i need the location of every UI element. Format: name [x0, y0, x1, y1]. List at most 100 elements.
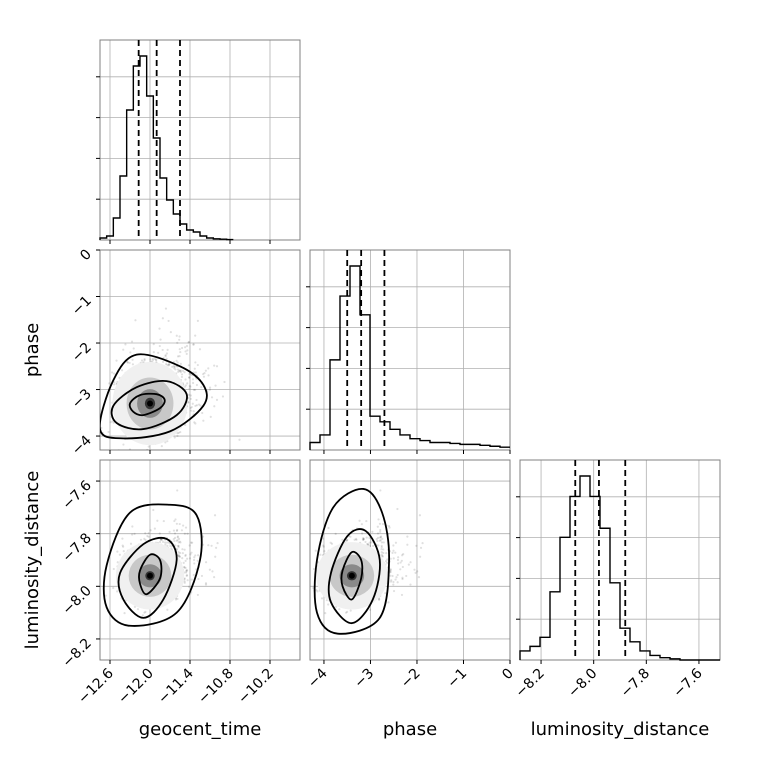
sample-point: [158, 532, 161, 535]
sample-point: [152, 350, 155, 354]
sample-point: [126, 361, 129, 364]
sample-point: [381, 555, 384, 558]
sample-point: [147, 445, 150, 448]
sample-point: [166, 608, 169, 611]
sample-point: [199, 404, 202, 407]
sample-point: [209, 415, 212, 419]
sample-point: [372, 544, 375, 548]
sample-point: [322, 544, 325, 547]
sample-point: [392, 544, 395, 547]
sample-point: [176, 539, 179, 542]
sample-point: [196, 319, 199, 322]
sample-point: [124, 343, 127, 346]
sample-point: [389, 569, 392, 572]
sample-point: [155, 358, 158, 361]
sample-point: [376, 539, 379, 543]
sample-point: [176, 434, 179, 438]
sample-point: [117, 449, 120, 450]
sample-point: [368, 541, 371, 544]
sample-point: [204, 582, 208, 585]
sample-point: [173, 367, 176, 370]
sample-point: [132, 347, 135, 350]
sample-point: [179, 350, 182, 354]
sample-point: [178, 338, 181, 341]
sample-point: [165, 357, 168, 360]
sample-point: [322, 545, 325, 548]
sample-point: [185, 574, 189, 577]
sample-point: [377, 518, 380, 521]
sample-point: [123, 612, 126, 615]
sample-point: [130, 340, 134, 343]
x-tick-label: −7.8: [618, 666, 653, 701]
sample-point: [173, 365, 176, 368]
sample-point: [365, 519, 368, 523]
sample-point: [182, 561, 185, 565]
sample-point: [179, 369, 183, 372]
sample-point: [175, 529, 179, 532]
sample-point: [179, 430, 182, 434]
sample-point: [180, 529, 184, 532]
sample-point: [170, 547, 173, 550]
sample-point: [184, 346, 187, 349]
sample-point: [379, 539, 382, 542]
sample-point: [380, 553, 383, 556]
sample-point: [129, 542, 133, 545]
sample-point: [402, 553, 405, 556]
sample-point: [204, 561, 208, 564]
sample-point: [161, 538, 164, 541]
sample-point: [379, 530, 382, 533]
sample-point: [197, 577, 200, 581]
contour-1: [340, 550, 364, 601]
sample-point: [320, 597, 324, 600]
sample-point: [192, 573, 195, 577]
sample-point: [187, 341, 190, 344]
sample-point: [143, 611, 146, 614]
sample-point: [203, 371, 206, 375]
sample-point: [353, 538, 356, 541]
sample-point: [173, 436, 176, 439]
sample-point: [122, 550, 125, 553]
sample-point: [194, 334, 197, 337]
sample-point: [392, 549, 395, 552]
sample-point: [183, 577, 186, 580]
sample-point: [195, 398, 198, 402]
sample-point: [168, 542, 171, 545]
panel-0-0: [96, 39, 301, 244]
sample-point: [377, 544, 380, 547]
sample-point: [186, 349, 189, 352]
sample-point: [160, 445, 163, 448]
sample-point: [165, 541, 169, 544]
sample-point: [186, 532, 189, 535]
panel-2-1: [309, 459, 511, 664]
sample-point: [362, 538, 365, 541]
sample-point: [312, 567, 316, 571]
sample-point: [360, 532, 364, 535]
sample-point: [164, 354, 167, 357]
sample-point: [329, 541, 332, 544]
sample-point: [194, 554, 197, 557]
sample-point: [181, 557, 184, 560]
sample-point: [189, 553, 192, 556]
sample-point: [188, 384, 191, 387]
sample-point: [122, 545, 125, 548]
x-tick-label: −7.6: [670, 665, 705, 700]
sample-point: [189, 406, 192, 410]
sample-point: [327, 526, 330, 530]
sample-point: [147, 532, 150, 535]
sample-point: [392, 557, 395, 560]
sample-point: [146, 534, 149, 538]
sample-point: [178, 335, 181, 338]
sample-point: [380, 544, 383, 547]
sample-point: [128, 361, 131, 365]
sample-point: [195, 383, 199, 387]
sample-point: [164, 355, 167, 358]
sample-point: [168, 363, 171, 366]
sample-point: [213, 514, 217, 517]
sample-point: [204, 583, 208, 586]
sample-point: [172, 529, 176, 532]
sample-point: [190, 409, 193, 412]
sample-point: [178, 537, 181, 540]
sample-point: [314, 549, 317, 552]
sample-point: [196, 363, 199, 367]
sample-point: [179, 362, 182, 365]
